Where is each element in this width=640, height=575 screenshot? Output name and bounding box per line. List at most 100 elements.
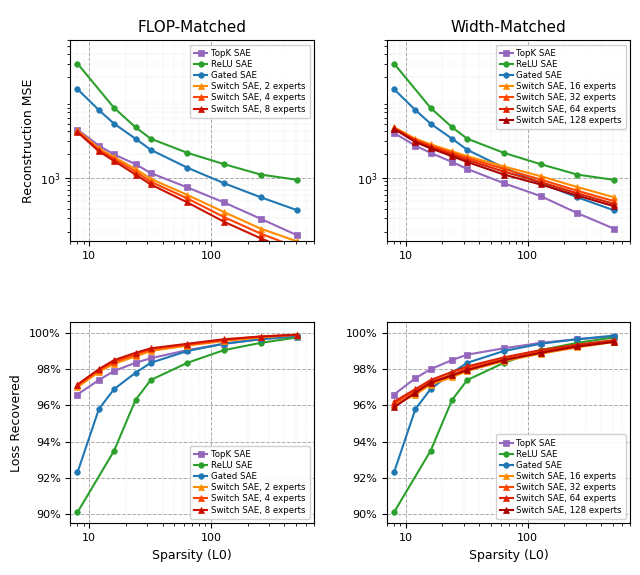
- Gated SAE: [220, 180, 228, 187]
- Gated SAE: [184, 164, 191, 171]
- Switch SAE, 8 experts: [184, 199, 191, 206]
- Switch SAE, 64 experts: [427, 377, 435, 384]
- Switch SAE, 64 experts: [463, 363, 471, 370]
- Switch SAE, 2 experts: [74, 127, 81, 134]
- Gated SAE: [110, 120, 118, 127]
- Gated SAE: [147, 359, 155, 366]
- Line: ReLU SAE: ReLU SAE: [75, 335, 300, 515]
- Gated SAE: [257, 194, 264, 201]
- Gated SAE: [132, 135, 140, 142]
- TopK SAE: [257, 215, 264, 222]
- TopK SAE: [110, 151, 118, 158]
- Switch SAE, 16 experts: [412, 135, 419, 142]
- Line: Gated SAE: Gated SAE: [75, 86, 300, 213]
- ReLU SAE: [257, 339, 264, 346]
- Switch SAE, 128 experts: [427, 380, 435, 386]
- Switch SAE, 32 experts: [610, 198, 618, 205]
- Switch SAE, 128 experts: [500, 171, 508, 178]
- Switch SAE, 16 experts: [573, 344, 581, 351]
- TopK SAE: [610, 225, 618, 232]
- Switch SAE, 64 experts: [412, 137, 419, 144]
- Line: ReLU SAE: ReLU SAE: [391, 61, 617, 183]
- Switch SAE, 64 experts: [537, 347, 545, 354]
- Gated SAE: [448, 369, 456, 376]
- TopK SAE: [500, 180, 508, 187]
- Switch SAE, 8 experts: [294, 250, 301, 257]
- Switch SAE, 8 experts: [147, 181, 155, 188]
- TopK SAE: [184, 347, 191, 354]
- ReLU SAE: [390, 60, 398, 67]
- ReLU SAE: [220, 347, 228, 354]
- Line: ReLU SAE: ReLU SAE: [391, 335, 617, 515]
- Line: Switch SAE, 64 experts: Switch SAE, 64 experts: [391, 338, 617, 405]
- Gated SAE: [427, 386, 435, 393]
- Switch SAE, 16 experts: [463, 153, 471, 160]
- ReLU SAE: [294, 177, 301, 183]
- TopK SAE: [573, 210, 581, 217]
- Switch SAE, 2 experts: [257, 225, 264, 232]
- ReLU SAE: [110, 447, 118, 454]
- Switch SAE, 4 experts: [74, 382, 81, 389]
- X-axis label: Sparsity (L0): Sparsity (L0): [468, 549, 548, 562]
- Line: Switch SAE, 32 experts: Switch SAE, 32 experts: [391, 338, 617, 407]
- ReLU SAE: [147, 377, 155, 384]
- Line: Switch SAE, 4 experts: Switch SAE, 4 experts: [75, 128, 300, 250]
- Gated SAE: [500, 164, 508, 171]
- Legend: TopK SAE, ReLU SAE, Gated SAE, Switch SAE, 2 experts, Switch SAE, 4 experts, Swi: TopK SAE, ReLU SAE, Gated SAE, Switch SA…: [190, 44, 310, 118]
- Switch SAE, 64 experts: [500, 168, 508, 175]
- Switch SAE, 16 experts: [448, 374, 456, 381]
- ReLU SAE: [448, 124, 456, 131]
- ReLU SAE: [610, 334, 618, 341]
- ReLU SAE: [390, 509, 398, 516]
- Switch SAE, 32 experts: [412, 388, 419, 394]
- Switch SAE, 4 experts: [110, 155, 118, 162]
- TopK SAE: [132, 160, 140, 167]
- Gated SAE: [500, 347, 508, 354]
- Switch SAE, 32 experts: [573, 342, 581, 349]
- Switch SAE, 16 experts: [463, 367, 471, 374]
- Switch SAE, 2 experts: [147, 347, 155, 354]
- Switch SAE, 8 experts: [74, 129, 81, 136]
- Switch SAE, 32 experts: [463, 365, 471, 371]
- TopK SAE: [427, 150, 435, 156]
- ReLU SAE: [184, 150, 191, 156]
- ReLU SAE: [448, 397, 456, 404]
- TopK SAE: [184, 184, 191, 191]
- TopK SAE: [74, 126, 81, 133]
- Switch SAE, 8 experts: [220, 336, 228, 343]
- ReLU SAE: [110, 105, 118, 112]
- Gated SAE: [95, 106, 103, 113]
- Switch SAE, 4 experts: [220, 337, 228, 344]
- Switch SAE, 2 experts: [95, 369, 103, 375]
- Legend: TopK SAE, ReLU SAE, Gated SAE, Switch SAE, 16 experts, Switch SAE, 32 experts, S: TopK SAE, ReLU SAE, Gated SAE, Switch SA…: [495, 44, 626, 129]
- Gated SAE: [610, 207, 618, 214]
- Switch SAE, 8 experts: [110, 158, 118, 164]
- Gated SAE: [537, 180, 545, 187]
- Switch SAE, 16 experts: [427, 141, 435, 148]
- ReLU SAE: [74, 60, 81, 67]
- Line: ReLU SAE: ReLU SAE: [75, 61, 300, 183]
- Switch SAE, 128 experts: [390, 404, 398, 411]
- Switch SAE, 2 experts: [184, 191, 191, 198]
- ReLU SAE: [132, 124, 140, 131]
- Switch SAE, 4 experts: [257, 333, 264, 340]
- Gated SAE: [573, 336, 581, 343]
- ReLU SAE: [427, 105, 435, 112]
- Switch SAE, 64 experts: [448, 369, 456, 375]
- Gated SAE: [463, 359, 471, 366]
- Switch SAE, 64 experts: [448, 151, 456, 158]
- Gated SAE: [74, 86, 81, 93]
- Gated SAE: [132, 369, 140, 376]
- Switch SAE, 32 experts: [610, 338, 618, 344]
- Line: TopK SAE: TopK SAE: [391, 334, 617, 397]
- Switch SAE, 128 experts: [412, 389, 419, 396]
- Switch SAE, 16 experts: [448, 148, 456, 155]
- ReLU SAE: [573, 171, 581, 178]
- ReLU SAE: [147, 135, 155, 142]
- Gated SAE: [573, 194, 581, 201]
- Switch SAE, 8 experts: [184, 340, 191, 347]
- TopK SAE: [537, 193, 545, 200]
- Switch SAE, 32 experts: [390, 125, 398, 132]
- Line: TopK SAE: TopK SAE: [391, 130, 617, 231]
- Switch SAE, 64 experts: [537, 179, 545, 186]
